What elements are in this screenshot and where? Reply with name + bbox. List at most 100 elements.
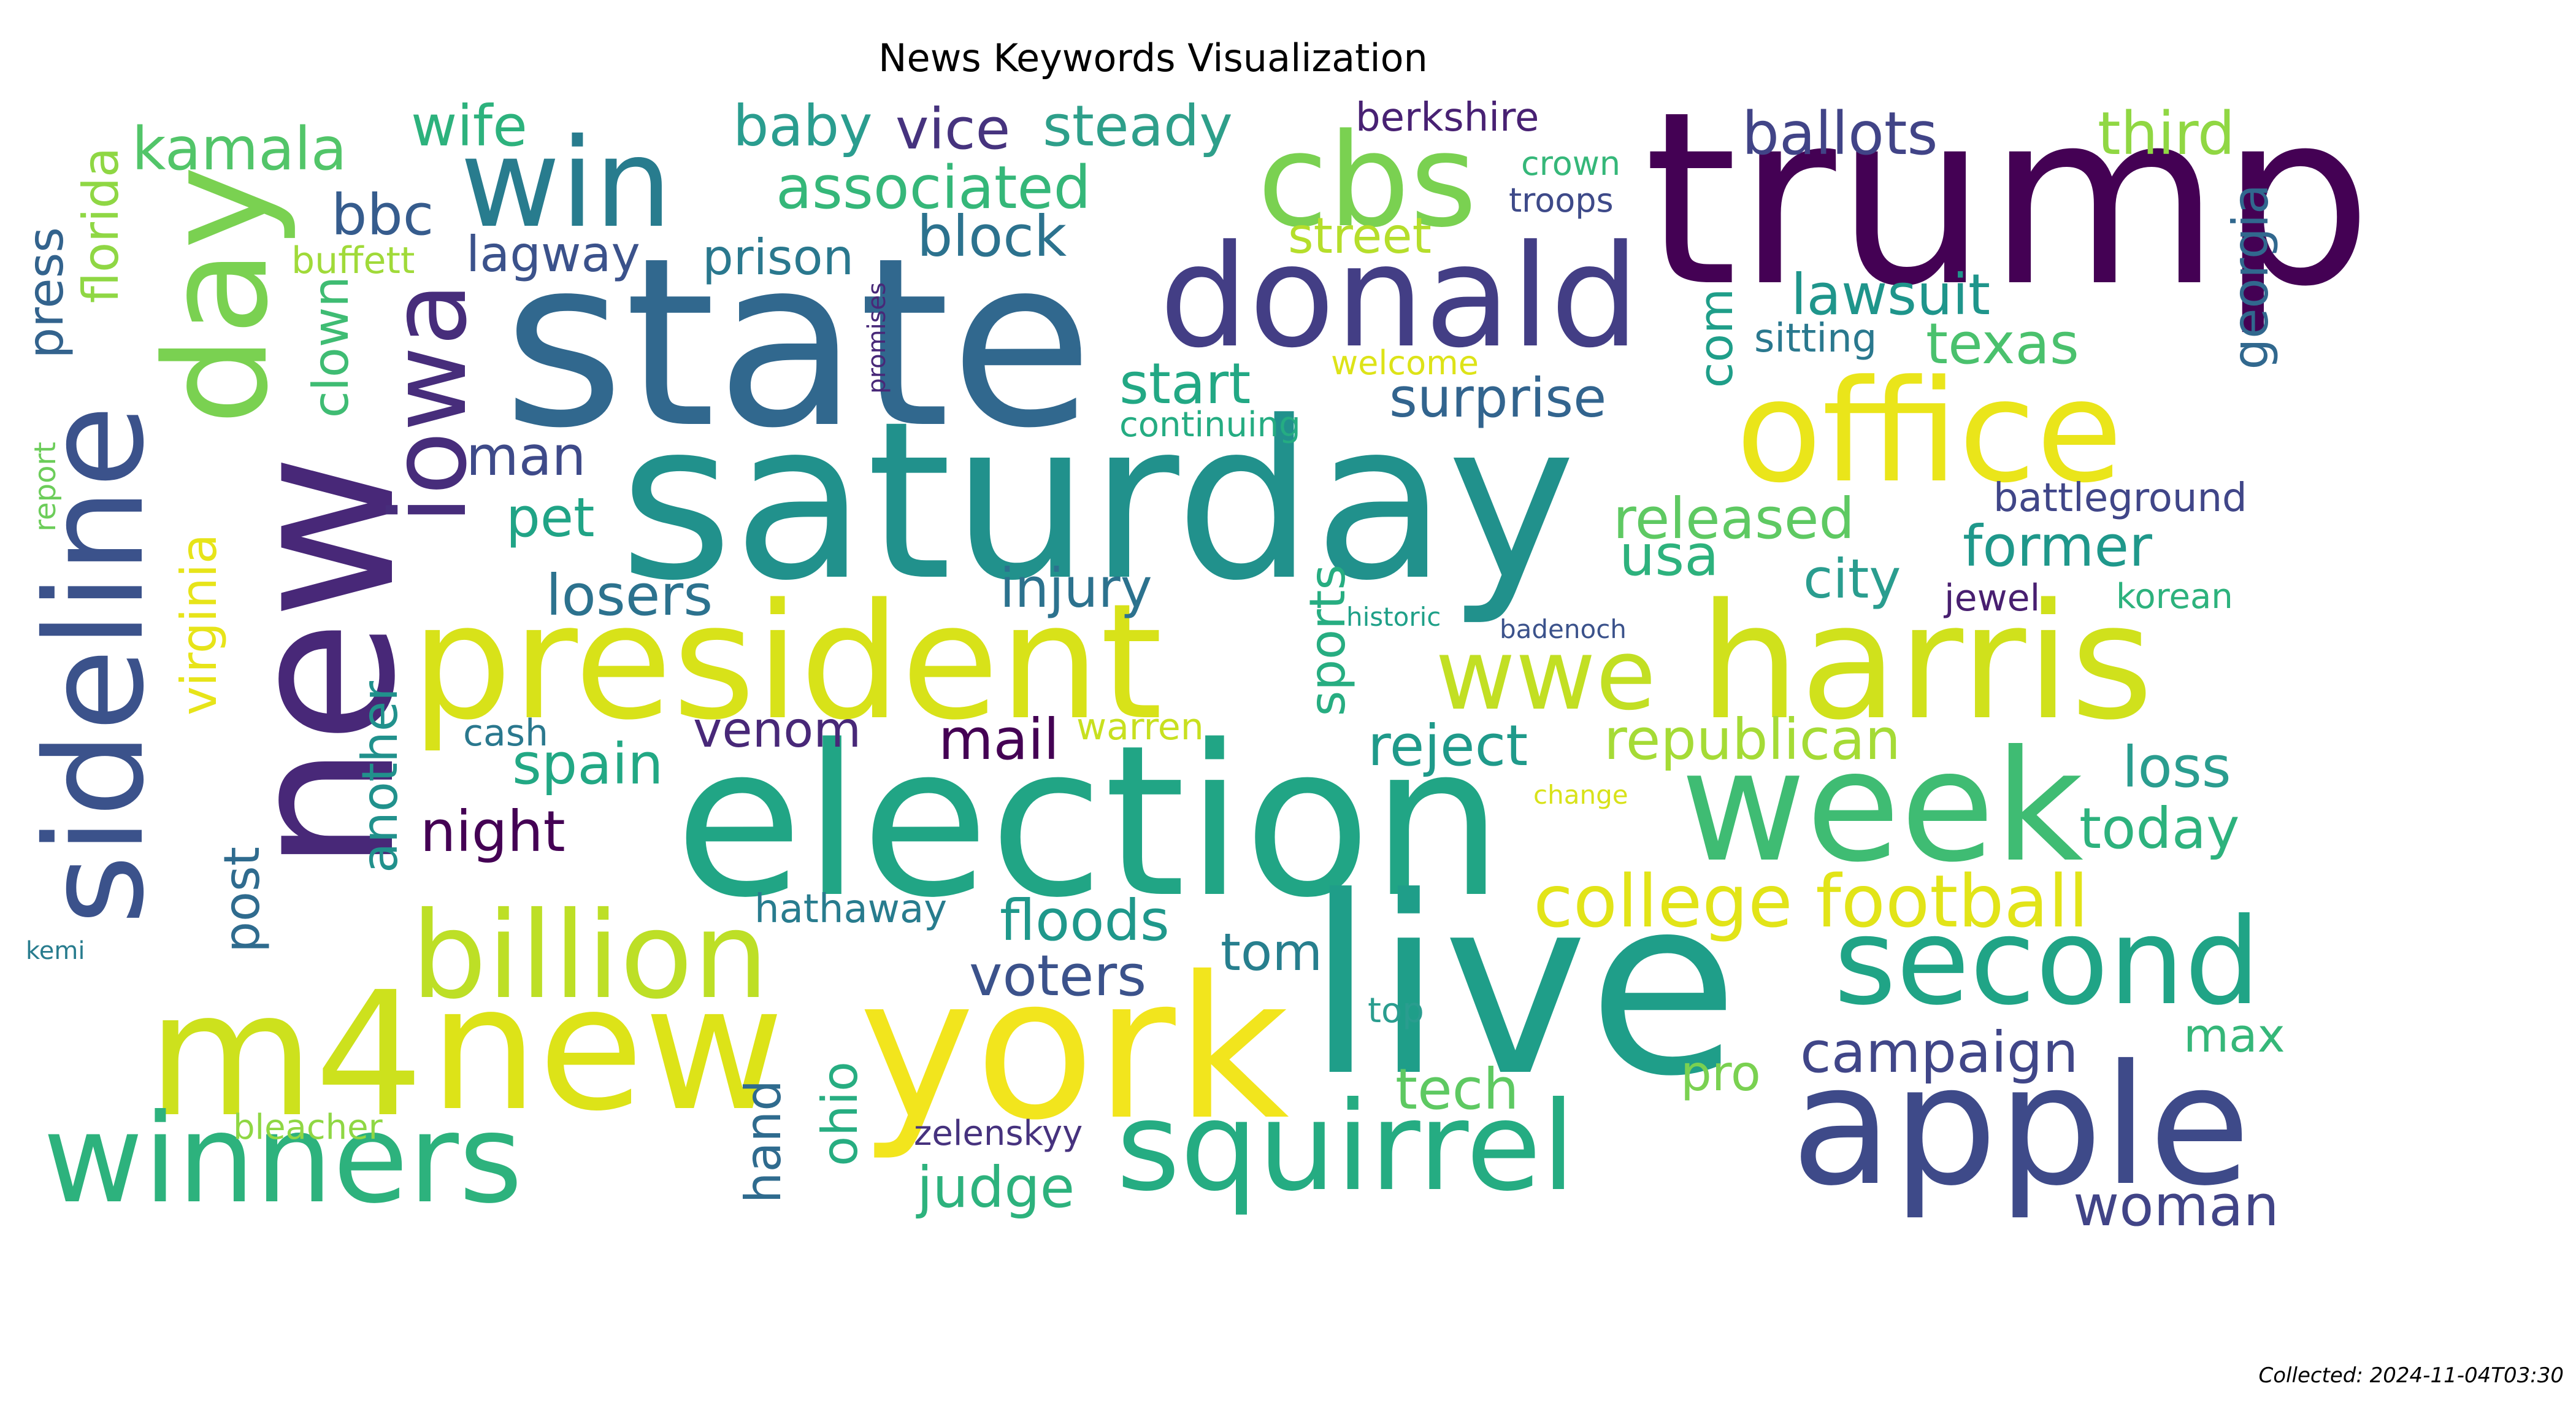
word-billion: billion (411, 886, 769, 1025)
word-cash: cash (463, 712, 549, 755)
word-donald: donald (1159, 215, 1640, 379)
word-badenoch: badenoch (1500, 614, 1627, 644)
word-released: released (1613, 486, 1855, 552)
word-apple: apple (1791, 1029, 2251, 1222)
word-winners: winners (43, 1088, 523, 1231)
word-kamala: kamala (132, 115, 347, 183)
word-zelenskyy: zelenskyy (914, 1114, 1083, 1153)
word-hand: hand (735, 1080, 792, 1204)
word-virginia: virginia (171, 534, 228, 716)
word-steady: steady (1043, 93, 1233, 159)
word-mail: mail (938, 707, 1060, 772)
word-spain: spain (512, 731, 664, 797)
word-vice: vice (895, 96, 1011, 162)
word-reject: reject (1368, 713, 1528, 779)
word-hathaway: hathaway (754, 887, 948, 932)
word-surprise: surprise (1389, 366, 1607, 429)
word-ohio: ohio (811, 1061, 868, 1166)
word-bleacher: bleacher (233, 1107, 383, 1147)
word-post: post (213, 847, 270, 953)
word-another: another (351, 681, 408, 873)
word-former: former (1963, 514, 2152, 579)
word-bbc: bbc (331, 182, 434, 248)
word-block: block (917, 204, 1067, 269)
word-election: election (675, 701, 1504, 944)
word-com: com (1689, 288, 1743, 388)
collected-timestamp: Collected: 2024-11-04T03:30 (2258, 1363, 2564, 1388)
word-tom: tom (1221, 922, 1323, 982)
word-losers: losers (546, 563, 713, 628)
word-texas: texas (1926, 311, 2079, 377)
word-georgia: georgia (2222, 184, 2279, 370)
word-man: man (466, 425, 586, 488)
word-buffett: buffett (291, 239, 415, 282)
word-york: york (859, 935, 1290, 1163)
word-pet: pet (506, 486, 595, 549)
word-continuing: continuing (1119, 405, 1301, 445)
word-harris: harris (1699, 570, 2154, 755)
word-today: today (2079, 796, 2240, 861)
word-kemi: kemi (26, 937, 85, 965)
word-warren: warren (1076, 706, 1204, 749)
word-baby: baby (733, 93, 873, 159)
word-floods: floods (1000, 888, 1170, 953)
word-top: top (1368, 991, 1424, 1031)
word-press: press (17, 227, 74, 359)
word-usa: usa (1619, 523, 1719, 588)
word-week: week (1681, 717, 2083, 896)
word-sitting: sitting (1754, 316, 1877, 361)
word-korean: korean (2116, 577, 2233, 617)
word-loss: loss (2122, 734, 2231, 800)
word-woman: woman (2073, 1173, 2279, 1239)
word-street: street (1288, 207, 1432, 264)
word-night: night (420, 799, 565, 864)
word-prison: prison (702, 229, 854, 286)
word-republican: republican (1604, 707, 1901, 772)
word-welcome: welcome (1331, 344, 1479, 382)
word-m4: m4 (147, 955, 424, 1155)
word-trump: trump (1644, 60, 2372, 339)
word-battleground: battleground (1993, 475, 2247, 521)
word-pro: pro (1681, 1045, 1761, 1102)
word-venom: venom (693, 701, 862, 758)
word-lagway: lagway (466, 226, 640, 283)
word-third: third (2098, 99, 2235, 168)
word-florida: florida (72, 147, 129, 304)
word-saturday: saturday (619, 374, 1576, 628)
word-sports: sports (1299, 564, 1356, 717)
word-jewel: jewel (1944, 577, 2041, 620)
word-voters: voters (969, 943, 1147, 1009)
word-cbs: cbs (1257, 106, 1478, 256)
word-president: president (411, 570, 1163, 755)
word-iowa: iowa (369, 282, 490, 525)
word-state: state (503, 207, 1094, 479)
word-ballots: ballots (1742, 99, 1938, 168)
word-day: day (136, 166, 299, 426)
word-wwe: wwe (1435, 617, 1657, 732)
word-lawsuit: lawsuit (1791, 262, 1991, 328)
word-wife: wife (411, 93, 527, 159)
chart-title: News Keywords Visualization (878, 36, 1428, 80)
word-injury: injury (1000, 556, 1152, 620)
word-office: office (1736, 350, 2123, 514)
word-squirrel: squirrel (1116, 1076, 1576, 1218)
word-live: live (1306, 845, 1739, 1130)
word-clown: clown (302, 276, 359, 418)
word-max: max (2183, 1008, 2285, 1063)
word-historic: historic (1346, 602, 1441, 632)
word-promises: promises (863, 282, 891, 394)
word-crown: crown (1521, 144, 1621, 183)
word-college-football: college football (1533, 859, 2089, 944)
word-city: city (1803, 547, 1901, 610)
word-tech: tech (1395, 1057, 1519, 1122)
word-judge: judge (917, 1155, 1075, 1220)
word-campaign: campaign (1800, 1020, 2079, 1085)
word-second: second (1834, 892, 2261, 1031)
word-report: report (28, 442, 63, 532)
word-change: change (1533, 780, 1628, 810)
word-berkshire: berkshire (1355, 95, 1539, 140)
word-troops: troops (1509, 181, 1614, 220)
word-win: win (460, 112, 672, 255)
word-associated: associated (776, 153, 1091, 222)
